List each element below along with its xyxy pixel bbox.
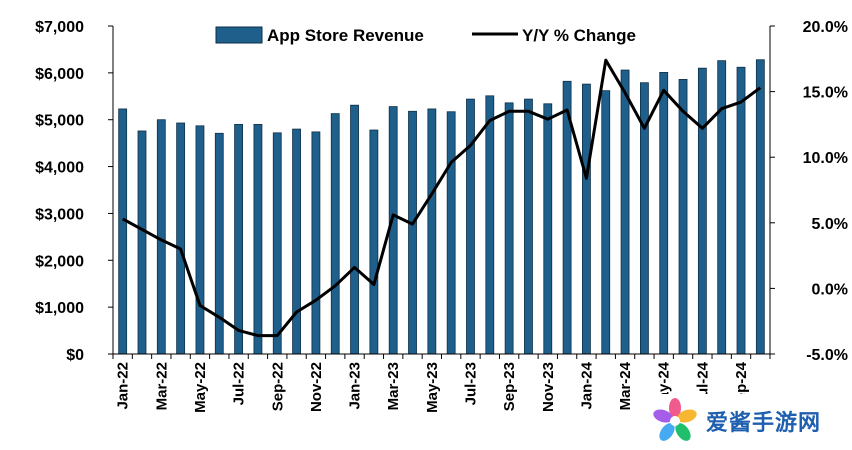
left-tick-label: $3,000 <box>35 206 84 223</box>
left-tick-label: $5,000 <box>35 113 84 130</box>
bar <box>466 98 475 355</box>
left-tick-label: $6,000 <box>35 66 84 83</box>
right-y-axis: -5.0% 0.0% 5.0% 10.0% 15.0% 20.0% <box>769 19 848 364</box>
bar <box>311 131 321 355</box>
legend-bar-swatch <box>215 26 263 44</box>
x-tick-label: Nov-22 <box>308 362 325 412</box>
x-tick-label: Mar-24 <box>617 361 634 410</box>
bar <box>118 108 128 355</box>
bar <box>543 103 553 355</box>
right-tick-label: 20.0% <box>803 19 848 36</box>
bar <box>601 90 611 355</box>
left-tick-label: $0 <box>66 347 84 364</box>
bar <box>755 59 765 355</box>
watermark-text: 爱酱手游网 <box>706 411 822 436</box>
right-tick-label: 15.0% <box>803 85 848 102</box>
bar <box>678 79 688 355</box>
right-tick-label: 5.0% <box>812 216 848 233</box>
watermark: 爱酱手游网 <box>650 394 850 448</box>
bar <box>524 98 533 355</box>
legend: App Store Revenue Y/Y % Change <box>215 26 636 45</box>
x-tick-label: Jan-24 <box>578 361 595 409</box>
line-series <box>121 58 762 338</box>
x-tick-label: Mar-22 <box>153 362 170 410</box>
x-tick-label: Jan-22 <box>115 362 132 410</box>
flower-logo-icon <box>653 398 697 441</box>
x-tick-label: Nov-23 <box>540 362 557 412</box>
right-tick-label: 0.0% <box>812 281 848 298</box>
bar <box>697 67 707 355</box>
x-tick-label: May-23 <box>424 362 441 413</box>
bar <box>369 129 379 355</box>
x-tick-label: May-22 <box>192 362 209 413</box>
bar <box>330 113 340 355</box>
bar <box>485 95 495 355</box>
bar <box>582 83 591 355</box>
bar <box>253 124 263 355</box>
bar <box>659 71 669 355</box>
x-tick-label: Mar-23 <box>385 362 402 410</box>
x-tick-label: Jan-23 <box>347 362 364 410</box>
bar <box>717 60 727 355</box>
left-tick-label: $7,000 <box>35 19 84 36</box>
bar <box>292 128 301 355</box>
bar <box>137 130 147 355</box>
bar <box>736 66 746 355</box>
left-tick-label: $2,000 <box>35 253 84 270</box>
bar <box>446 111 456 355</box>
bar <box>620 69 630 355</box>
left-tick-label: $4,000 <box>35 160 84 177</box>
legend-line-label: Y/Y % Change <box>522 26 636 45</box>
bar <box>408 110 417 355</box>
right-tick-label: -5.0% <box>806 347 848 364</box>
right-tick-label: 10.0% <box>803 150 848 167</box>
x-tick-label: Jul-23 <box>462 362 479 405</box>
x-tick-label: Sep-22 <box>269 362 286 411</box>
bar <box>234 124 244 355</box>
bar-series <box>118 59 765 355</box>
bar <box>176 122 186 355</box>
left-tick-label: $1,000 <box>35 300 84 317</box>
bar <box>272 132 282 355</box>
left-y-axis: $0 $1,000 $2,000 $3,000 $4,000 $5,000 $6,000 $7… <box>35 19 114 364</box>
legend-bar-label: App Store Revenue <box>267 26 424 45</box>
bar <box>195 125 205 355</box>
yoy-line <box>121 58 762 338</box>
bar <box>504 102 514 355</box>
bar <box>350 104 359 355</box>
x-tick-label: Jul-22 <box>231 362 248 405</box>
x-tick-label: Sep-23 <box>501 362 518 411</box>
bar <box>427 108 437 355</box>
